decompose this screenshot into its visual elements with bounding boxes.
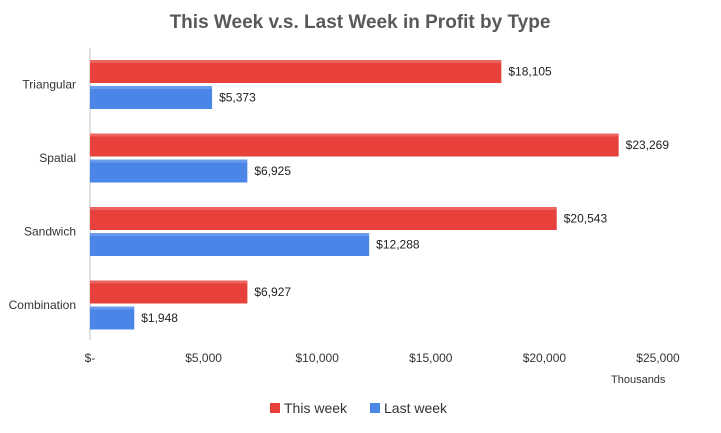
- bar-highlight-this-week-triangular: [90, 60, 502, 63]
- bar-this-week-sandwich: [90, 207, 557, 230]
- category-labels: Triangular Spatial Sandwich Combination: [9, 78, 76, 313]
- bar-this-week-spatial: [90, 133, 619, 157]
- bar-last-week-combination: [90, 306, 135, 330]
- bars: [90, 60, 619, 330]
- category-label-spatial: Spatial: [39, 151, 76, 165]
- bar-highlight-last-week-combination: [90, 306, 135, 310]
- data-label-this-week-triangular: $18,105: [508, 65, 552, 79]
- bar-highlight-last-week-sandwich: [90, 233, 370, 236]
- bar-last-week-spatial: [90, 159, 248, 183]
- chart-title: This Week v.s. Last Week in Profit by Ty…: [170, 12, 551, 33]
- bar-this-week-combination: [90, 280, 248, 304]
- x-tick-label-1: $5,000: [185, 351, 222, 365]
- category-label-sandwich: Sandwich: [24, 225, 76, 239]
- data-label-last-week-spatial: $6,925: [254, 164, 291, 178]
- x-tick-label-4: $20,000: [523, 351, 567, 365]
- bar-highlight-this-week-sandwich: [90, 207, 557, 210]
- category-label-triangular: Triangular: [22, 78, 76, 92]
- bar-last-week-sandwich: [90, 233, 370, 256]
- legend-swatch-last-week: [370, 403, 380, 413]
- x-tick-label-3: $15,000: [409, 351, 453, 365]
- data-labels: $18,105 $5,373 $23,269 $6,925 $20,543 $12,288…: [141, 65, 669, 326]
- bar-last-week-triangular: [90, 86, 213, 109]
- x-tick-label-2: $10,000: [296, 351, 340, 365]
- data-label-this-week-sandwich: $20,543: [564, 212, 608, 226]
- bar-highlight-last-week-spatial: [90, 159, 248, 163]
- data-label-last-week-combination: $1,948: [141, 311, 178, 325]
- category-label-combination: Combination: [9, 298, 76, 312]
- data-label-last-week-triangular: $5,373: [219, 91, 256, 105]
- legend-swatch-this-week: [270, 403, 280, 413]
- x-tick-label-0: $-: [85, 351, 96, 365]
- data-label-this-week-combination: $6,927: [254, 285, 291, 299]
- bar-this-week-triangular: [90, 60, 502, 83]
- data-label-last-week-sandwich: $12,288: [376, 238, 420, 252]
- x-tick-label-5: $25,000: [636, 351, 680, 365]
- x-axis-ticks: $- $5,000 $10,000 $15,000 $20,000 $25,000: [85, 351, 680, 365]
- bar-highlight-last-week-triangular: [90, 86, 213, 89]
- bar-highlight-this-week-combination: [90, 280, 248, 284]
- bar-highlight-this-week-spatial: [90, 133, 619, 137]
- legend-label-last-week: Last week: [384, 400, 448, 416]
- legend: This week Last week: [270, 400, 448, 416]
- legend-label-this-week: This week: [284, 400, 348, 416]
- x-axis-unit-label: Thousands: [611, 374, 666, 386]
- data-label-this-week-spatial: $23,269: [626, 138, 670, 152]
